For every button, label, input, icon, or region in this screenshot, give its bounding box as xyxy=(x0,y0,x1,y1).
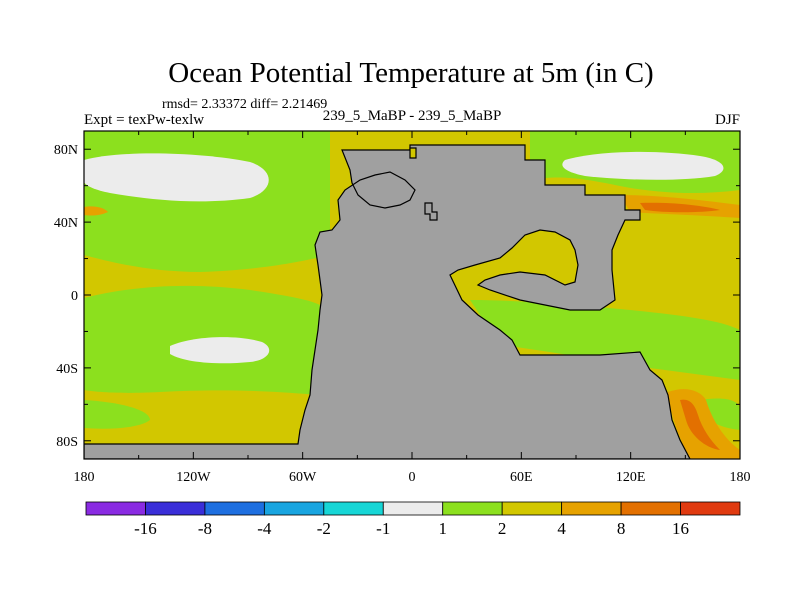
season-label: DJF xyxy=(715,112,740,128)
colorbar-label: -2 xyxy=(317,519,331,538)
south-pacific-cool-patch xyxy=(170,337,270,364)
y-axis: 80N 40N 0 40S 80S xyxy=(54,143,740,450)
chart-title: Ocean Potential Temperature at 5m (in C) xyxy=(168,57,653,89)
colorbar-label: 2 xyxy=(498,519,507,538)
colorbar-swatch xyxy=(442,501,503,516)
colorbar-swatch xyxy=(204,501,265,516)
colorbar-swatch xyxy=(145,501,206,516)
colorbar: -16 -8 -4 -2 -1 1 2 4 8 16 xyxy=(85,501,741,538)
south-tethys-green xyxy=(470,300,740,380)
southeast-green-patch xyxy=(700,398,740,430)
colorbar-swatch xyxy=(323,501,384,516)
colorbar-swatch xyxy=(263,501,325,516)
northern-inlet xyxy=(409,147,417,159)
difference-label: 239_5_MaBP - 239_5_MaBP xyxy=(323,108,502,124)
colorbar-label: -16 xyxy=(134,519,157,538)
x-tick-label: 180 xyxy=(74,470,95,485)
colorbar-label: 16 xyxy=(672,519,689,538)
colorbar-swatch xyxy=(501,501,563,516)
colorbar-label: -8 xyxy=(198,519,212,538)
colorbar-swatch xyxy=(382,501,444,516)
x-tick-label: 120E xyxy=(616,470,646,485)
y-tick-label: 40N xyxy=(54,216,78,231)
north-pacific-cool-patch xyxy=(84,153,269,202)
tethys-cool-patch xyxy=(562,151,724,180)
stats-text: rmsd= 2.33372 diff= 2.21469 xyxy=(162,97,327,112)
west-pacific-warm-stripe xyxy=(84,206,108,216)
colorbar-label: -1 xyxy=(376,519,390,538)
y-tick-label: 80N xyxy=(54,143,78,158)
colorbar-swatch xyxy=(620,501,681,516)
colorbar-label: 1 xyxy=(438,519,447,538)
x-tick-label: 120W xyxy=(176,470,211,485)
x-tick-label: 60E xyxy=(510,470,533,485)
x-tick-label: 60W xyxy=(289,470,317,485)
colorbar-label: -4 xyxy=(257,519,272,538)
y-tick-label: 0 xyxy=(71,289,78,304)
colorbar-swatch xyxy=(85,501,146,516)
y-tick-label: 40S xyxy=(56,362,78,377)
x-tick-label: 180 xyxy=(730,470,751,485)
x-tick-label: 0 xyxy=(409,470,416,485)
map-field xyxy=(84,131,740,459)
colorbar-label: 8 xyxy=(617,519,626,538)
eastern-tethys-hot-core xyxy=(640,202,720,213)
experiment-label: Expt = texPw-texlw xyxy=(84,112,204,128)
small-island xyxy=(424,202,438,221)
y-tick-label: 80S xyxy=(56,435,78,450)
colorbar-swatch xyxy=(680,501,741,516)
colorbar-label: 4 xyxy=(557,519,566,538)
south-pacific-green-patch xyxy=(84,400,150,429)
colorbar-swatch xyxy=(561,501,622,516)
north-pacific-green-band xyxy=(84,131,330,272)
x-axis: 180 120W 60W 0 60E 120E 180 xyxy=(74,131,751,485)
southeast-warm-core xyxy=(680,399,720,450)
pangaea-landmass xyxy=(84,144,691,459)
